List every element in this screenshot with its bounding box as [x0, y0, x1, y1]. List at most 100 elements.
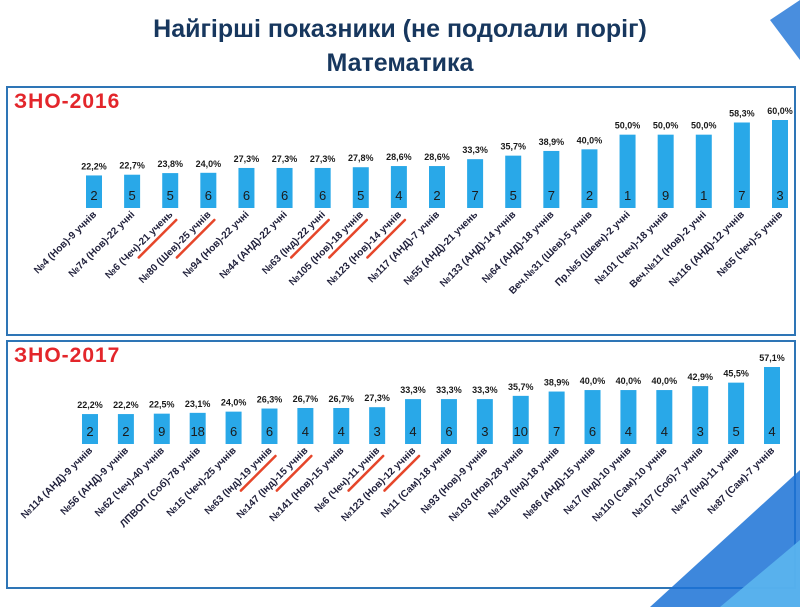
data-label: 24,0% [196, 159, 222, 169]
bar-count-label: 2 [86, 424, 93, 439]
bar [695, 134, 712, 208]
category-label: Веч.№11 (Нов)-2 учні [628, 209, 709, 290]
highlight-underline [175, 218, 216, 259]
bar-count-label: 7 [738, 188, 745, 203]
category-label: №56 (АНД)-9 учнів [59, 445, 131, 517]
bar [333, 407, 350, 444]
data-label: 33,3% [436, 385, 462, 395]
data-label: 60,0% [767, 106, 793, 116]
data-label: 22,2% [113, 400, 139, 410]
bar-count-label: 4 [625, 424, 632, 439]
data-label: 33,3% [400, 385, 426, 395]
bar [238, 167, 255, 208]
highlight-underline [137, 218, 178, 259]
data-label: 27,3% [272, 154, 298, 164]
category-label: №87 (Сам)-7 учнів [706, 445, 777, 516]
bar [512, 395, 529, 444]
bar-count-label: 1 [700, 188, 707, 203]
bar [225, 411, 242, 444]
bar-chart: 2 22,2% №114 (АНД)-9 учнів 2 22,2% №56 (АНД)-… [19, 353, 785, 530]
bar [772, 120, 788, 208]
bar-count-label: 3 [776, 188, 783, 203]
category-label: №74 (Нов)-22 учні [67, 209, 138, 280]
bar-count-label: 4 [395, 188, 402, 203]
bar [584, 390, 601, 444]
bar [86, 175, 102, 208]
highlight-underline [289, 218, 330, 259]
data-label: 23,8% [157, 159, 183, 169]
bar [200, 172, 217, 208]
category-label: №15 (Чеч)-25 учнів [165, 445, 239, 519]
bar [405, 399, 422, 444]
bar-count-label: 2 [586, 188, 593, 203]
bar [117, 414, 134, 444]
bar [162, 173, 179, 208]
bar-count-label: 4 [768, 424, 775, 439]
bar-count-label: 7 [471, 188, 478, 203]
bar [657, 134, 674, 208]
chart-panel-2017: ЗНО-2017 2 22,2% №114 (АНД)-9 учнів 2 22,2% №… [6, 340, 796, 589]
data-label: 27,3% [364, 393, 390, 403]
data-label: 40,0% [616, 376, 642, 386]
category-label: №93 (Нов)-9 учнів [419, 445, 490, 516]
category-label: №116 (АНД)-12 учнів [667, 209, 747, 289]
data-label: 50,0% [691, 121, 717, 131]
bar [297, 407, 314, 444]
bar [619, 134, 636, 208]
category-label: №118 (Інд)-18 учнів [486, 445, 561, 520]
data-label: 50,0% [615, 121, 641, 131]
category-label: №55 (АНД)-21 учень [402, 209, 480, 287]
category-label: №101 (Чеч)-18 учнів [593, 209, 671, 287]
bar-count-label: 6 [243, 188, 250, 203]
bar [728, 382, 745, 444]
bar [314, 167, 331, 208]
bar [656, 390, 673, 444]
bar-count-label: 6 [230, 424, 237, 439]
data-label: 35,7% [508, 382, 534, 392]
category-label: №44 (АНД)-22 учні [218, 209, 290, 281]
highlight-underline [239, 454, 277, 492]
category-label: №17 (Інд)-10 учнів [562, 445, 634, 517]
bar-count-label: 4 [409, 424, 416, 439]
bar-count-label: 18 [190, 424, 204, 439]
bar-count-label: 9 [662, 188, 669, 203]
bar-count-label: 4 [661, 424, 668, 439]
category-label: №6 (Чеч)-11 учнів [313, 445, 383, 515]
bar-count-label: 7 [548, 188, 555, 203]
bar-count-label: 6 [266, 424, 273, 439]
bar [548, 391, 565, 444]
data-label: 26,7% [293, 394, 319, 404]
bar-count-label: 3 [374, 424, 381, 439]
bar-count-label: 4 [302, 424, 309, 439]
bar-count-label: 5 [732, 424, 739, 439]
bar-count-label: 5 [510, 188, 517, 203]
data-label: 33,3% [462, 145, 488, 155]
bar-chart: 2 22,2% №4 (Нов)-9 учнів 5 22,7% №74 (Нов)-22… [32, 106, 793, 297]
bar-count-label: 9 [158, 424, 165, 439]
bar-count-label: 1 [624, 188, 631, 203]
highlight-underline [275, 454, 313, 492]
bar [476, 399, 493, 444]
bar-count-label: 6 [319, 188, 326, 203]
category-label: №11 (Сам)-18 учнів [379, 445, 454, 520]
bar-count-label: 3 [481, 424, 488, 439]
data-label: 22,5% [149, 400, 175, 410]
data-label: 27,3% [234, 154, 260, 164]
bar [581, 149, 598, 208]
category-label: Пр.№5 (Шевч)-2 учні [553, 209, 633, 289]
bar [505, 155, 522, 208]
data-label: 58,3% [729, 108, 755, 118]
highlight-underline [347, 454, 385, 492]
bar-count-label: 7 [553, 424, 560, 439]
data-label: 26,3% [257, 395, 283, 405]
highlight-underline [383, 454, 421, 492]
data-label: 22,7% [119, 161, 145, 171]
chart-title: ЗНО-2016 [14, 90, 121, 113]
bar [153, 413, 170, 444]
data-label: 38,9% [544, 378, 570, 388]
bar-count-label: 6 [281, 188, 288, 203]
bar-count-label: 6 [445, 424, 452, 439]
bar [429, 166, 445, 208]
bar [352, 167, 369, 208]
category-label: №6 (Чеч)-21 учень [103, 209, 175, 281]
